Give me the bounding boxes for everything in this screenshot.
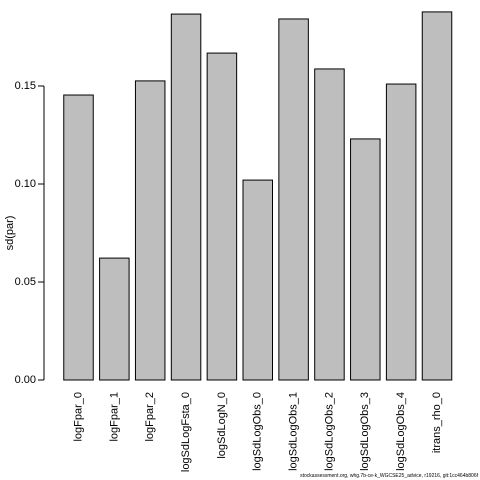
bar	[385, 83, 417, 381]
footer: stockassessment.org, whg.7b-ce-k_WGCSE25…	[300, 473, 478, 479]
x-tick-label: logSdLogN_0	[216, 392, 228, 459]
bar	[350, 138, 381, 381]
bar	[314, 68, 345, 381]
y-tick-label: 0.10	[15, 178, 36, 190]
x-tick-label: logSdLogObs_2	[323, 392, 335, 471]
x-tick-label: logFpar_0	[72, 392, 84, 442]
bar	[99, 257, 130, 381]
x-tick-label: logSdLogObs_4	[395, 392, 407, 471]
bar	[134, 80, 166, 381]
bar	[63, 94, 94, 381]
bar	[170, 13, 202, 381]
y-tick-label: 0.00	[15, 374, 36, 386]
x-tick-label: logSdLogObs_0	[252, 392, 264, 471]
bar	[242, 179, 273, 381]
y-tick-label: 0.05	[15, 276, 36, 288]
bar	[206, 52, 238, 381]
x-tick-label: logFpar_1	[108, 392, 120, 442]
y-tick-label: 0.15	[15, 80, 36, 92]
x-tick-label: logSdLogObs_1	[288, 392, 300, 471]
x-tick-label: logSdLogFsta_0	[180, 392, 192, 472]
bar	[421, 11, 453, 381]
bar	[278, 18, 309, 381]
x-tick-label: logSdLogObs_3	[359, 392, 371, 471]
x-tick-label: logFpar_2	[144, 392, 156, 442]
y-axis-label: sd(par)	[4, 216, 16, 251]
x-tick-label: itrans_rho_0	[431, 392, 443, 453]
